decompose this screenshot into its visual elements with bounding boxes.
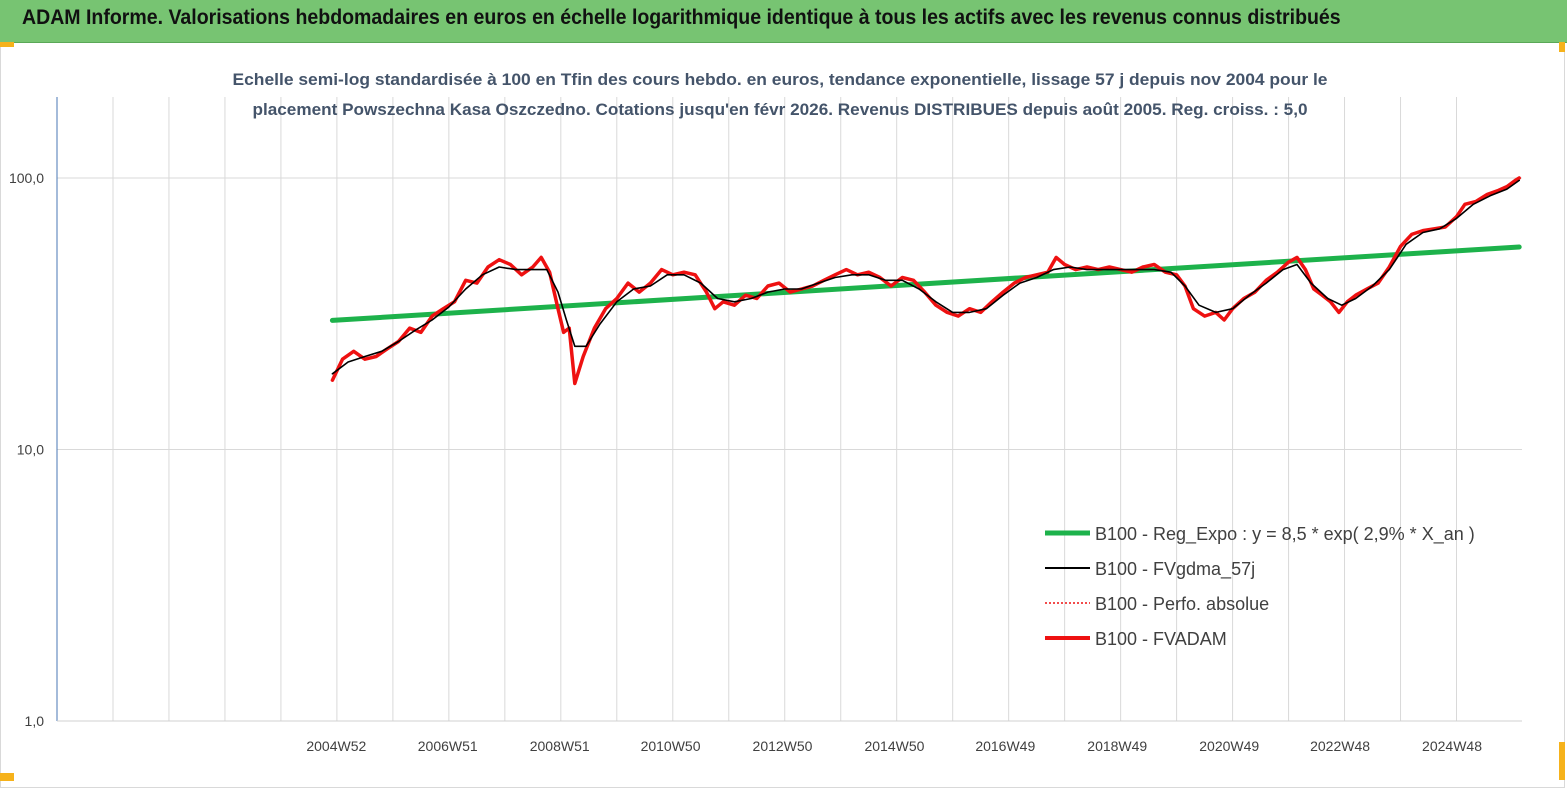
- legend-label-fvadam: B100 - FVADAM: [1095, 629, 1227, 649]
- y-tick-label: 1,0: [25, 713, 45, 729]
- grid-layer: [57, 97, 1522, 722]
- series-line-regression: [329, 244, 1522, 323]
- chart-title-line-1: Echelle semi-log standardisée à 100 en T…: [233, 70, 1328, 89]
- x-tick-label: 2022W48: [1310, 738, 1370, 754]
- x-tick-label: 2006W51: [418, 738, 478, 754]
- banner-title: ADAM Informe. Valorisations hebdomadaire…: [22, 6, 1341, 29]
- series-line-fvadam: [330, 176, 1521, 386]
- series-layer: [329, 176, 1522, 386]
- corner-mark-top-right: [1559, 42, 1565, 52]
- chart-legend: B100 - Reg_Expo : y = 8,5 * exp( 2,9% * …: [1045, 524, 1475, 649]
- corner-mark-top-left: [0, 42, 14, 47]
- x-tick-label: 2016W49: [975, 738, 1035, 754]
- y-tick-label: 10,0: [17, 442, 44, 458]
- x-tick-label: 2010W50: [641, 738, 701, 754]
- x-tick-label: 2024W48: [1422, 738, 1482, 754]
- x-tick-label: 2012W50: [753, 738, 813, 754]
- legend-label-fvgdma: B100 - FVgdma_57j: [1095, 559, 1255, 580]
- header-banner: ADAM Informe. Valorisations hebdomadaire…: [0, 0, 1567, 43]
- legend-label-perfo: B100 - Perfo. absolue: [1095, 594, 1269, 614]
- chart-title-line-2: placement Powszechna Kasa Oszczedno. Cot…: [253, 100, 1308, 119]
- x-tick-label: 2008W51: [530, 738, 590, 754]
- legend-label-regression: B100 - Reg_Expo : y = 8,5 * exp( 2,9% * …: [1095, 524, 1475, 545]
- series-line-fvgdma: [331, 179, 1520, 375]
- y-tick-label: 100,0: [9, 170, 44, 186]
- x-tick-labels: 2004W52 2006W51 2008W51 2010W50 2012W50 2014W…: [306, 738, 1482, 754]
- corner-mark-bottom-right: [1559, 742, 1565, 780]
- y-tick-labels: 100,0 10,0 1,0: [9, 170, 44, 729]
- x-tick-label: 2018W49: [1087, 738, 1147, 754]
- x-tick-label: 2020W49: [1199, 738, 1259, 754]
- corner-mark-bottom-left: [0, 773, 14, 781]
- x-tick-label: 2014W50: [864, 738, 924, 754]
- x-tick-label: 2004W52: [306, 738, 366, 754]
